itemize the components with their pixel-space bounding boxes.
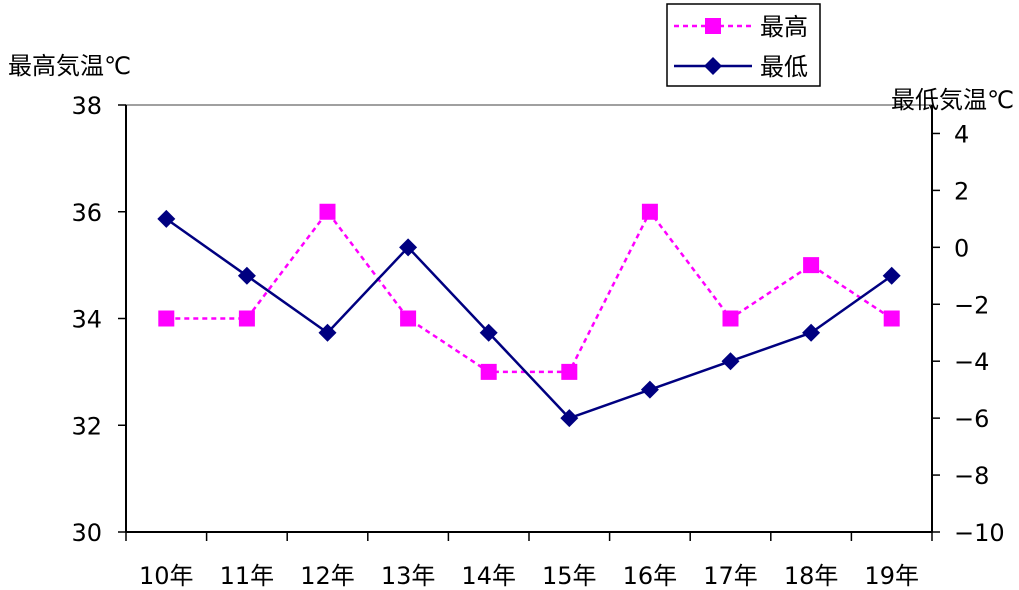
x-axis-tick-label: 17年: [703, 562, 758, 590]
legend-label: 最高: [760, 13, 808, 41]
data-point: [237, 266, 256, 285]
right-axis-tick-label: −4: [954, 348, 989, 376]
right-axis-tick-label: 0: [954, 234, 969, 262]
data-point: [722, 310, 739, 327]
data-point: [238, 310, 255, 327]
left-axis-tick-label: 30: [71, 519, 102, 547]
x-axis-tick-label: 11年: [220, 562, 275, 590]
data-point: [641, 203, 658, 220]
x-axis-tick-label: 13年: [381, 562, 436, 590]
series-line: [165, 217, 893, 420]
x-axis-tick-label: 16年: [623, 562, 678, 590]
data-point: [802, 323, 821, 342]
data-point: [560, 409, 579, 428]
data-point: [721, 352, 740, 371]
series-max: [158, 203, 900, 380]
x-axis-tick-label: 10年: [139, 562, 194, 590]
legend-marker: [704, 57, 722, 75]
right-axis-tick-label: −6: [954, 405, 989, 433]
legend-label: 最低: [760, 53, 808, 81]
data-point: [157, 209, 176, 228]
data-point: [640, 380, 659, 399]
data-point: [400, 310, 417, 327]
data-point: [561, 363, 578, 380]
legend-box: [666, 3, 821, 87]
data-point: [479, 323, 498, 342]
legend-entry: 最高: [674, 13, 808, 41]
data-point: [480, 363, 497, 380]
x-axis-tick-label: 15年: [542, 562, 597, 590]
legend-marker: [705, 18, 721, 34]
data-point: [399, 238, 418, 257]
right-axis-tick-label: −2: [954, 291, 989, 319]
series-min: [157, 209, 901, 428]
left-axis-tick-label: 38: [71, 92, 102, 120]
series-line: [166, 209, 893, 374]
right-axis-tick-label: 2: [954, 177, 969, 205]
data-point: [882, 266, 901, 285]
left-axis-tick-label: 34: [71, 306, 102, 334]
data-point: [803, 257, 820, 274]
data-point: [319, 203, 336, 220]
data-point: [883, 310, 900, 327]
data-point: [158, 310, 175, 327]
left-axis-tick-label: 36: [71, 199, 102, 227]
data-point: [318, 323, 337, 342]
x-axis-tick-label: 18年: [784, 562, 839, 590]
right-axis-tick-label: −10: [954, 519, 1005, 547]
x-axis-tick-label: 12年: [300, 562, 355, 590]
left-axis-tick-label: 32: [71, 412, 102, 440]
x-axis-tick-label: 19年: [864, 562, 919, 590]
right-axis-tick-label: −8: [954, 462, 989, 490]
right-axis-title: 最低気温℃: [891, 86, 1014, 114]
x-axis-tick-label: 14年: [461, 562, 516, 590]
legend-entry: 最低: [674, 53, 808, 81]
left-axis-title: 最高気温℃: [8, 52, 131, 80]
right-axis-tick-label: 4: [954, 120, 969, 148]
